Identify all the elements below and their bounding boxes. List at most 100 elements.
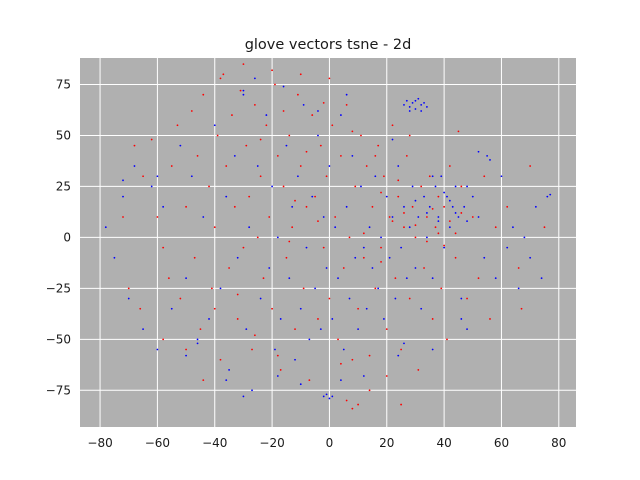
data-point	[383, 175, 385, 178]
data-point	[431, 277, 434, 280]
data-point	[245, 328, 248, 331]
data-point	[440, 287, 443, 290]
y-tick-label: −50	[46, 332, 71, 346]
data-point	[354, 256, 357, 259]
plot-area	[80, 58, 576, 427]
data-point	[466, 185, 468, 188]
data-point	[448, 220, 451, 222]
data-point	[253, 77, 256, 80]
data-point	[317, 134, 319, 137]
data-points	[104, 63, 552, 410]
data-point	[380, 246, 382, 249]
data-point	[414, 267, 417, 269]
data-point	[196, 154, 199, 157]
data-point	[377, 144, 380, 147]
data-point	[202, 379, 205, 382]
data-point	[460, 318, 463, 320]
data-point	[328, 77, 331, 80]
data-point	[391, 138, 394, 141]
data-point	[463, 205, 466, 208]
data-point	[242, 63, 245, 66]
data-point	[276, 154, 279, 157]
data-point	[314, 195, 316, 198]
grid-lines	[80, 58, 576, 427]
data-point	[242, 89, 245, 92]
data-point	[334, 216, 337, 218]
data-point	[408, 110, 411, 112]
data-point	[362, 375, 365, 377]
y-tick-label: 75	[56, 78, 71, 92]
data-point	[122, 195, 124, 198]
data-point	[259, 175, 262, 178]
data-point	[394, 277, 397, 280]
data-point	[305, 246, 308, 249]
data-point	[299, 73, 302, 76]
data-point	[448, 165, 451, 167]
data-point	[411, 185, 414, 188]
data-point	[500, 175, 503, 178]
data-point	[400, 348, 403, 351]
data-point	[299, 165, 302, 167]
data-point	[477, 277, 480, 280]
data-point	[113, 256, 116, 259]
data-point	[282, 85, 285, 88]
data-point	[385, 328, 388, 331]
data-point	[443, 246, 446, 249]
data-point	[185, 277, 187, 280]
data-point	[196, 342, 199, 345]
data-point	[213, 226, 216, 229]
data-point	[253, 334, 256, 337]
data-point	[489, 159, 491, 161]
y-tick-label: 25	[56, 179, 71, 193]
data-point	[239, 89, 242, 92]
data-point	[391, 216, 394, 218]
data-point	[420, 103, 423, 106]
data-point	[294, 358, 296, 361]
data-point	[334, 226, 337, 229]
data-point	[403, 103, 405, 106]
series-0	[122, 63, 546, 410]
data-point	[294, 199, 296, 202]
data-point	[328, 297, 331, 300]
data-point	[256, 165, 259, 167]
data-point	[317, 110, 319, 112]
data-point	[213, 124, 216, 127]
data-point	[374, 175, 377, 178]
data-point	[446, 338, 448, 341]
data-point	[271, 185, 273, 188]
data-point	[248, 226, 251, 229]
data-point	[529, 256, 532, 259]
data-point	[443, 244, 446, 247]
data-point	[170, 165, 173, 167]
data-point	[253, 103, 256, 106]
data-point	[388, 256, 391, 259]
data-point	[454, 212, 457, 214]
data-point	[466, 297, 468, 300]
data-point	[256, 236, 259, 239]
data-point	[133, 165, 136, 167]
data-point	[294, 328, 296, 331]
data-point	[405, 277, 408, 280]
x-tick-label: 60	[494, 436, 509, 450]
data-point	[196, 338, 199, 341]
data-point	[466, 328, 468, 331]
data-point	[271, 307, 273, 310]
data-point	[127, 287, 130, 290]
data-point	[437, 232, 440, 235]
data-point	[391, 124, 394, 127]
data-point	[446, 195, 448, 198]
x-tick-label: 40	[436, 436, 451, 450]
data-point	[179, 144, 182, 147]
data-point	[362, 232, 365, 235]
data-point	[190, 110, 193, 112]
data-point	[420, 185, 423, 188]
data-point	[380, 236, 382, 239]
data-point	[546, 195, 549, 198]
data-point	[394, 297, 397, 300]
data-point	[460, 185, 463, 188]
data-point	[443, 191, 446, 194]
data-point	[345, 399, 348, 402]
data-point	[428, 205, 431, 208]
data-point	[139, 307, 142, 310]
data-point	[190, 175, 193, 178]
